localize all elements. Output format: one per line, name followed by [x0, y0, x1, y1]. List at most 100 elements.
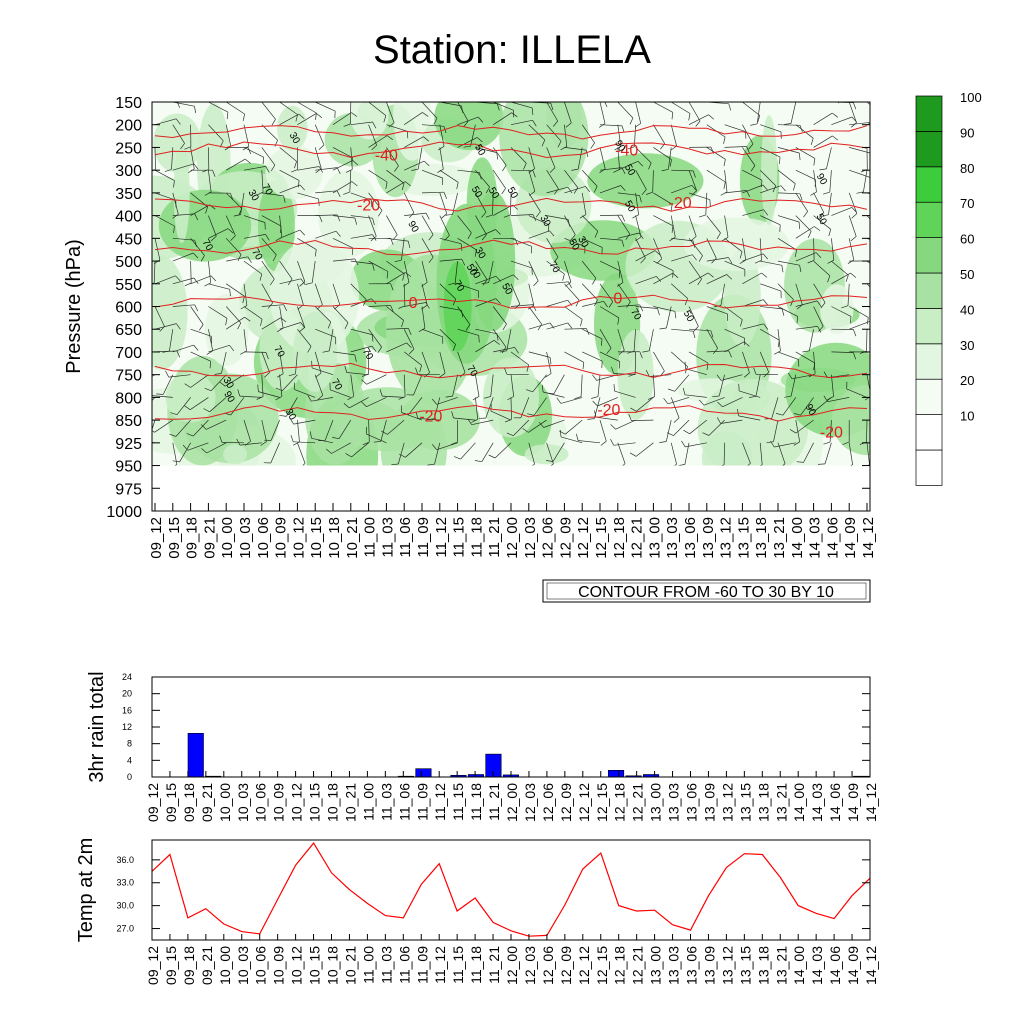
wind-barb-feather [810, 138, 814, 146]
time-tick-label: 10_12 [290, 517, 307, 559]
wind-barb-feather [418, 327, 426, 333]
wind-barb [615, 419, 636, 430]
wind-barb-feather [594, 410, 597, 418]
wind-barb-feather [816, 300, 822, 307]
humidity-region [683, 217, 790, 271]
humidity-contour-label: 70 [271, 344, 286, 360]
rain-time-label: 13_09 [701, 783, 717, 822]
wind-barb-feather [761, 272, 768, 278]
humidity-contour-label: 50 [464, 262, 479, 278]
wind-barb-feather [408, 212, 415, 219]
wind-barb [154, 275, 176, 285]
wind-barb-feather [549, 167, 556, 173]
wind-barb [824, 442, 832, 465]
wind-barb-feather [438, 146, 445, 151]
wind-barb [831, 116, 853, 126]
wind-barb [564, 147, 587, 151]
wind-barb-feather [471, 418, 478, 423]
wind-barb-feather [422, 112, 429, 117]
wind-barb-feather [314, 249, 317, 257]
wind-barb-feather [390, 283, 394, 291]
wind-barb [225, 306, 242, 324]
wind-barb-feather [214, 373, 222, 375]
temperature-time-label: 11_03 [378, 946, 394, 984]
wind-barb-feather [298, 113, 305, 119]
wind-barb-feather [532, 120, 537, 127]
wind-barb-feather [467, 418, 472, 425]
wind-barb-feather [850, 236, 857, 242]
wind-barb [387, 419, 405, 435]
wind-barb [674, 374, 690, 392]
wind-barb [635, 250, 656, 262]
wind-barb [457, 238, 477, 251]
wind-barb [439, 351, 446, 374]
temperature-time-label: 09_12 [145, 946, 161, 985]
wind-barb [668, 147, 672, 170]
wind-barb-feather [594, 231, 599, 238]
colorbar-label: 40 [960, 302, 974, 317]
wind-barb-feather [322, 350, 330, 353]
humidity-contour-label: 70 [360, 347, 375, 363]
wind-barb-feather [871, 352, 874, 359]
main-y-axis-label: Pressure (hPa) [63, 239, 85, 374]
wind-barb [546, 351, 552, 374]
temperature-time-label: 11_12 [432, 946, 448, 984]
wind-barb [279, 306, 284, 329]
wind-barb [671, 328, 694, 332]
wind-barb-feather [832, 112, 839, 118]
wind-barb [368, 328, 382, 348]
wind-barb [560, 397, 583, 404]
wind-barb [724, 328, 745, 339]
wind-barb-feather [182, 444, 188, 451]
wind-barb-feather [262, 157, 265, 165]
rain-time-label: 11_15 [450, 783, 466, 821]
wind-barb-feather [601, 338, 603, 346]
time-tick-label: 11_12 [433, 517, 450, 558]
wind-barb-feather [225, 318, 228, 326]
humidity-contour-label: 70 [249, 247, 264, 263]
wind-barb [279, 322, 301, 330]
wind-barb [721, 374, 743, 381]
wind-barb [226, 158, 246, 171]
wind-barb-feather [204, 282, 211, 287]
wind-barb [349, 170, 352, 193]
time-tick-label: 11_09 [415, 517, 432, 558]
temperature-time-label: 14_12 [863, 946, 879, 985]
wind-barb-feather [283, 304, 288, 312]
wind-barb-feather [378, 210, 383, 217]
wind-barb [599, 237, 622, 241]
wind-barb-feather [373, 441, 381, 443]
time-tick-label: 11_21 [486, 517, 503, 558]
rain-panel: 0 4 8 12 16 20 24 3hr rain total 09_12 09_15 09_18… [86, 671, 879, 822]
wind-barb [297, 306, 306, 328]
wind-barb [759, 442, 763, 465]
wind-barb [154, 192, 176, 201]
wind-barb [368, 192, 383, 211]
wind-barb [599, 124, 623, 127]
wind-barb-feather [202, 169, 209, 173]
wind-barb-feather [671, 225, 674, 233]
wind-barb [510, 351, 529, 366]
wind-barb-feather [354, 354, 357, 362]
pressure-tick-label: 925 [115, 436, 142, 453]
wind-barb [324, 419, 334, 441]
rain-tick-label: 12 [122, 722, 132, 732]
wind-barb [510, 102, 533, 109]
wind-barb [849, 321, 870, 330]
wind-barb-feather [663, 398, 669, 405]
rain-time-label: 12_03 [522, 783, 538, 822]
wind-barb [244, 102, 245, 103]
wind-barb [261, 420, 267, 442]
wind-barb-feather [165, 370, 170, 378]
wind-barb-feather [474, 249, 477, 257]
wind-barb [564, 260, 572, 283]
wind-barb-feather [580, 319, 583, 327]
wind-barb [386, 328, 409, 330]
wind-barb-feather [712, 395, 720, 398]
humidity-region [265, 145, 323, 200]
wind-barb-feather [293, 441, 300, 446]
wind-barb-feather [275, 396, 283, 401]
wind-barb-feather [642, 350, 650, 353]
colorbar-label: 10 [960, 409, 974, 424]
rain-time-label: 12_18 [612, 783, 628, 822]
